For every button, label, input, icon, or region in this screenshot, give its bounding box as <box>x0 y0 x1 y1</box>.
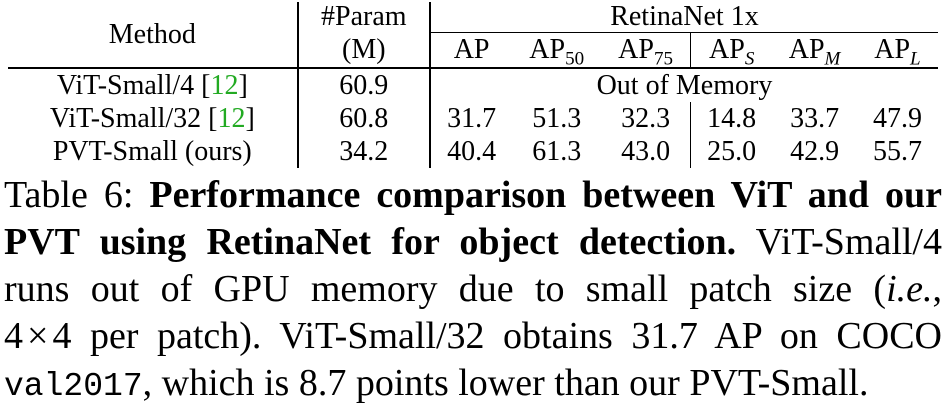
header-aps-sub: S <box>744 48 755 70</box>
cell-apm: 42.9 <box>772 135 857 168</box>
citation-link[interactable]: 12 <box>217 102 246 134</box>
header-retinanet: RetinaNet 1x <box>429 1 938 33</box>
apm-value: 33.7 <box>790 102 840 134</box>
caption-bold-title-b: PVT using RetinaNet for object detection… <box>4 221 737 263</box>
table-caption: Table 6: Performance comparison between … <box>4 172 942 410</box>
row-method: ViT-Small/4 [12] <box>8 68 299 102</box>
citation-link[interactable]: 12 <box>210 69 239 101</box>
ap50-value: 61.3 <box>532 135 582 167</box>
caption-line-1: Table 6: Performance comparison between … <box>4 172 942 219</box>
caption-line-3: runs out of GPU memory due to small patc… <box>4 266 942 313</box>
row-method: ViT-Small/32 [12] <box>8 102 299 135</box>
row-param: 34.2 <box>297 135 431 168</box>
header-aps: APS <box>690 32 773 70</box>
param-value: 60.9 <box>339 69 389 101</box>
caption-math-times: × <box>27 315 49 357</box>
cell-ap: 40.4 <box>430 135 512 168</box>
aps-value: 25.0 <box>707 135 757 167</box>
cell-ap75: 32.3 <box>601 102 692 135</box>
caption-line-5: val2017, which is 8.7 points lower than … <box>4 360 942 410</box>
ap75-value: 43.0 <box>621 135 671 167</box>
aps-value: 14.8 <box>707 102 757 134</box>
ap-value: 31.7 <box>447 102 497 134</box>
ap-value: 40.4 <box>447 135 497 167</box>
cell-apl: 47.9 <box>857 102 938 135</box>
caption-math-4b: 4 <box>52 315 72 357</box>
row-merged-cell: Out of Memory <box>430 68 938 102</box>
caption-text-c1: runs out of GPU memory due to small patc… <box>4 268 887 310</box>
apl-value: 55.7 <box>872 135 922 167</box>
ap50-value: 51.3 <box>532 102 582 134</box>
header-apm: APM <box>772 32 857 70</box>
caption-line-4: 4 × 4 per patch). ViT-Small/32 obtains 31.… <box>4 313 942 360</box>
caption-text-d3: per patch). ViT-Small/32 obtains 31.7 AP… <box>71 315 942 357</box>
header-method-label: Method <box>108 18 196 50</box>
header-apl-sub: L <box>910 48 921 70</box>
caption-line-2: PVT using RetinaNet for object detection… <box>4 219 942 266</box>
cite-bracket-close: ] <box>245 102 255 134</box>
header-apl: APL <box>856 32 938 70</box>
cite-bracket-open: [ <box>208 102 218 134</box>
cell-ap: 31.7 <box>430 102 512 135</box>
caption-text-e: , which is 8.7 points lower than our PVT… <box>142 362 869 404</box>
header-param-line1: #Param <box>297 1 431 33</box>
cell-ap75: 43.0 <box>601 135 692 168</box>
caption-text-b: ViT-Small/4 <box>736 221 942 263</box>
method-name: PVT-Small (ours) <box>52 135 252 167</box>
cell-apm: 33.7 <box>772 102 857 135</box>
caption-math-4a: 4 <box>4 315 23 357</box>
header-aps-base: AP <box>709 34 745 65</box>
caption-bold-title-a: Performance comparison between ViT and o… <box>149 174 943 216</box>
header-ap75-sub: 75 <box>653 48 673 70</box>
cell-aps: 14.8 <box>691 102 773 135</box>
header-retinanet-label: RetinaNet 1x <box>610 1 759 32</box>
method-name: ViT-Small/4 <box>56 69 202 101</box>
header-param-line2: (M) <box>297 32 431 69</box>
table-row: ViT-Small/4 [12] 60.9 Out of Memory <box>8 68 938 102</box>
caption-italic-ie: i.e. <box>886 268 933 310</box>
header-ap50-base: AP <box>529 34 566 65</box>
row-param: 60.8 <box>297 102 431 135</box>
cite-bracket-open: [ <box>201 69 211 101</box>
header-method: Method <box>8 2 299 69</box>
header-row-1: Method #Param RetinaNet 1x <box>8 1 938 69</box>
table-row: PVT-Small (ours) 34.2 40.4 61.3 43.0 25.… <box>8 135 938 168</box>
caption-label: Table 6: <box>4 174 150 216</box>
table-row: ViT-Small/32 [12] 60.8 31.7 51.3 32.3 14… <box>8 102 938 135</box>
out-of-memory-label: Out of Memory <box>596 69 773 101</box>
header-row-2: (M) AP AP50 AP75 APS APM APL <box>8 32 938 70</box>
param-value: 34.2 <box>339 135 389 167</box>
cite-bracket-close: ] <box>238 69 248 101</box>
header-ap50-sub: 50 <box>565 48 585 70</box>
header-ap75-base: AP <box>618 34 654 65</box>
cell-aps: 25.0 <box>691 135 773 168</box>
param-value: 60.8 <box>339 102 389 134</box>
header-ap50: AP50 <box>512 32 602 70</box>
header-ap: AP <box>429 32 513 69</box>
apm-value: 42.9 <box>790 135 840 167</box>
apl-value: 47.9 <box>872 102 922 134</box>
row-param: 60.9 <box>297 68 431 102</box>
caption-mono-val2017: val2017 <box>4 368 143 405</box>
cell-apl: 55.7 <box>857 135 938 168</box>
header-apm-sub: M <box>824 48 841 70</box>
header-ap-label: AP <box>453 34 490 65</box>
header-apl-base: AP <box>874 34 911 65</box>
header-ap75: AP75 <box>601 32 692 70</box>
caption-text-c2: , <box>932 268 943 310</box>
header-param-label-2: (M) <box>342 33 386 65</box>
header-apm-base: AP <box>788 34 825 65</box>
header-param-label-1: #Param <box>321 1 407 33</box>
ap75-value: 32.3 <box>621 102 671 134</box>
results-table-container: Method #Param RetinaNet 1x (M) AP AP50 A… <box>8 2 938 168</box>
cell-ap50: 51.3 <box>512 102 601 135</box>
results-table: Method #Param RetinaNet 1x (M) AP AP50 A… <box>8 2 938 168</box>
method-name: ViT-Small/32 <box>49 102 209 134</box>
cell-ap50: 61.3 <box>512 135 601 168</box>
row-method: PVT-Small (ours) <box>8 135 299 168</box>
